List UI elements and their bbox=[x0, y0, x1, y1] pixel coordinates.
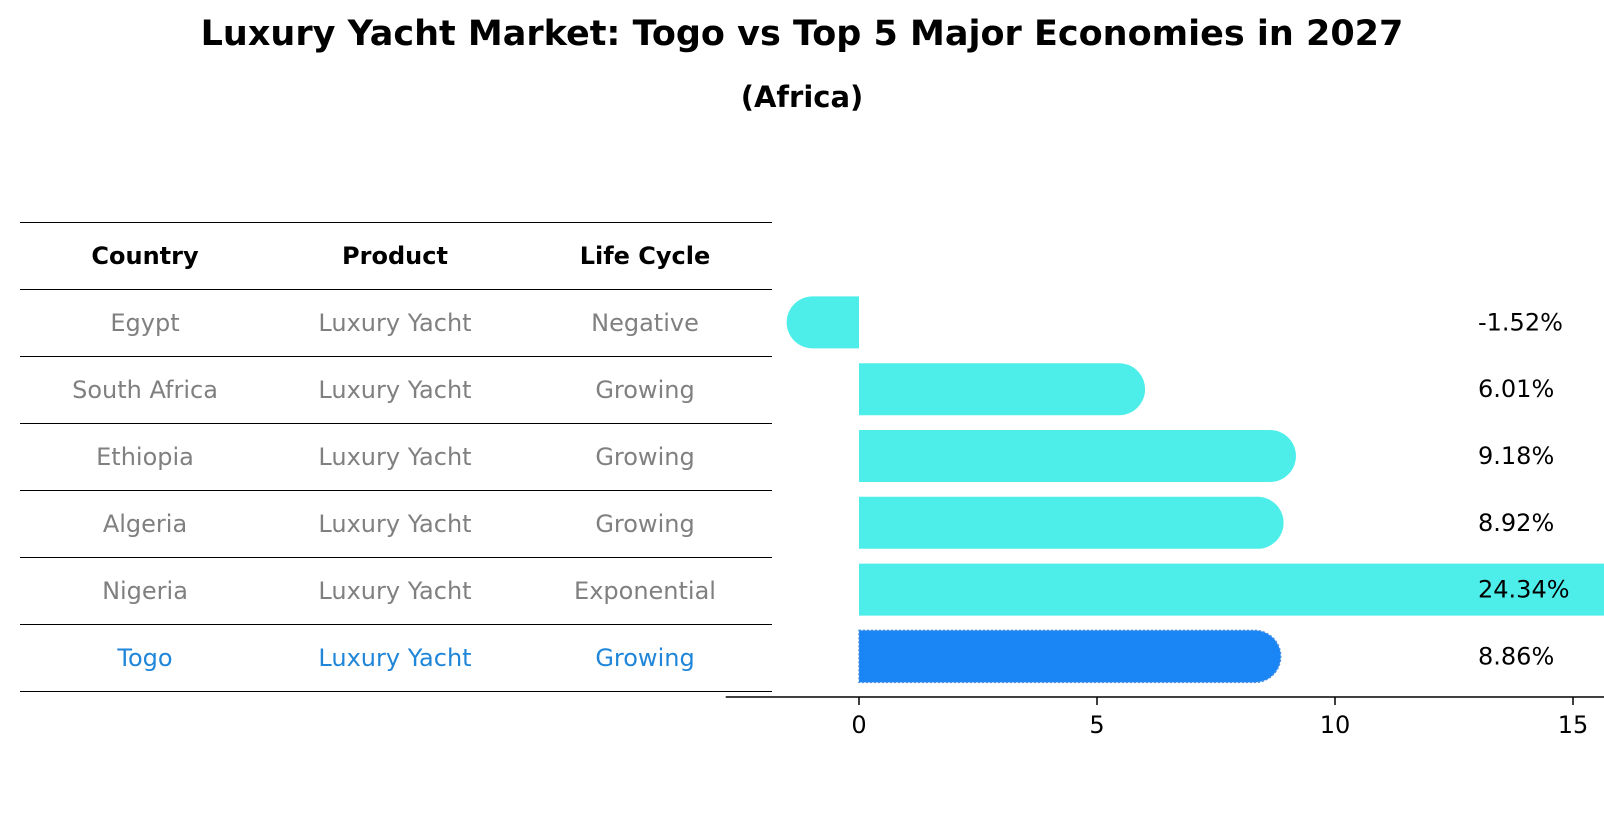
cell-product: Luxury Yacht bbox=[318, 309, 472, 337]
header-country: Country bbox=[91, 242, 199, 270]
value-label: 9.18% bbox=[1478, 442, 1554, 470]
cell-product: Luxury Yacht bbox=[318, 577, 472, 605]
table-header-row: Country Product Life Cycle bbox=[20, 222, 772, 289]
chart-subtitle: (Africa) bbox=[740, 80, 864, 114]
value-label: -1.52% bbox=[1478, 308, 1563, 336]
value-label: 24.34% bbox=[1478, 576, 1570, 604]
cell-country: Togo bbox=[117, 644, 173, 672]
cell-life-cycle: Growing bbox=[595, 510, 695, 538]
value-label: 6.01% bbox=[1478, 375, 1554, 403]
chart-title: Luxury Yacht Market: Togo vs Top 5 Major… bbox=[200, 14, 1404, 54]
bar-algeria bbox=[859, 496, 1284, 549]
bar-nigeria bbox=[859, 563, 1604, 616]
x-tick-label: 5 bbox=[1089, 711, 1104, 739]
cell-country: Egypt bbox=[110, 309, 180, 337]
x-tick-label: 0 bbox=[851, 711, 866, 739]
table-row: South Africa Luxury Yacht Growing bbox=[20, 356, 772, 423]
cell-product: Luxury Yacht bbox=[318, 510, 472, 538]
cell-product: Luxury Yacht bbox=[318, 644, 472, 672]
cell-country: Ethiopia bbox=[96, 443, 194, 471]
cell-country: South Africa bbox=[72, 376, 218, 404]
table-row: Algeria Luxury Yacht Growing bbox=[20, 490, 772, 557]
cell-life-cycle: Negative bbox=[591, 309, 699, 337]
value-label: 8.86% bbox=[1478, 642, 1554, 670]
cell-life-cycle: Growing bbox=[595, 443, 695, 471]
table-row-highlight: Togo Luxury Yacht Growing bbox=[20, 624, 772, 692]
cell-country: Nigeria bbox=[102, 577, 188, 605]
bar-egypt bbox=[786, 296, 859, 349]
table-row: Egypt Luxury Yacht Negative bbox=[20, 289, 772, 356]
cell-country: Algeria bbox=[102, 510, 188, 538]
bar-togo bbox=[858, 629, 1282, 684]
cell-life-cycle: Growing bbox=[595, 644, 695, 672]
header-product: Product bbox=[342, 242, 448, 270]
table-row: Ethiopia Luxury Yacht Growing bbox=[20, 423, 772, 490]
header-life-cycle: Life Cycle bbox=[579, 242, 711, 270]
table-row: Nigeria Luxury Yacht Exponential bbox=[20, 557, 772, 624]
value-label: 8.92% bbox=[1478, 509, 1554, 537]
x-tick-label: 10 bbox=[1320, 711, 1351, 739]
bar-ethiopia bbox=[859, 430, 1296, 482]
cell-life-cycle: Exponential bbox=[574, 577, 716, 605]
cell-product: Luxury Yacht bbox=[318, 376, 472, 404]
bar-south-africa bbox=[859, 363, 1146, 416]
cell-product: Luxury Yacht bbox=[318, 443, 472, 471]
data-table: Country Product Life Cycle Egypt Luxury … bbox=[20, 222, 772, 692]
x-tick-label: 15 bbox=[1558, 711, 1589, 739]
cell-life-cycle: Growing bbox=[595, 376, 695, 404]
